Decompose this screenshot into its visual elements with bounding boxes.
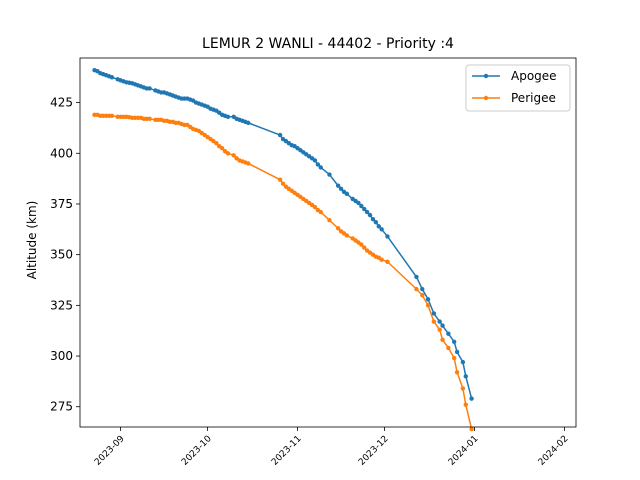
data-point [318, 165, 323, 170]
data-point [277, 177, 283, 182]
data-point [460, 386, 466, 391]
data-point [460, 359, 466, 365]
data-point [214, 140, 219, 146]
x-tick-label: 2023-11 [270, 434, 304, 468]
plot-background [80, 58, 576, 427]
data-point [356, 200, 361, 206]
data-point [425, 297, 431, 302]
data-point [315, 162, 321, 167]
data-point [246, 120, 251, 126]
data-point [469, 426, 474, 432]
y-tick-label: 350 [50, 248, 73, 262]
legend: Apogee Perigee [465, 64, 571, 112]
data-point [147, 86, 152, 91]
plot-area [80, 58, 576, 427]
y-tick-label: 300 [50, 349, 73, 363]
y-tick-label: 325 [50, 298, 73, 312]
data-point [437, 319, 442, 324]
data-point [219, 146, 225, 151]
data-point [344, 233, 350, 238]
data-point [109, 113, 115, 118]
data-point [463, 374, 468, 379]
data-point [362, 206, 367, 212]
axes-frame [79, 57, 577, 428]
series-layer [92, 67, 474, 432]
data-point [359, 203, 364, 209]
data-point [335, 183, 341, 188]
data-point [367, 212, 373, 218]
y-axis-label: Altitude (km) [25, 201, 39, 280]
x-tick-label: 2023-09 [93, 434, 127, 468]
series-apogee [92, 67, 474, 401]
x-tick-label: 2023-10 [180, 434, 214, 468]
legend-label-apogee: Apogee [511, 69, 557, 83]
y-tick-label: 375 [50, 197, 73, 211]
x-tick-label: 2024-01 [447, 434, 481, 468]
data-point [385, 259, 390, 264]
data-point [420, 293, 425, 298]
data-point [225, 151, 231, 156]
data-point [318, 209, 323, 215]
data-point [231, 153, 236, 158]
data-point [437, 327, 442, 332]
data-point [446, 331, 451, 336]
data-point [373, 220, 379, 225]
data-point [338, 186, 344, 191]
data-point [379, 227, 384, 232]
data-point [451, 355, 457, 361]
data-point [280, 181, 286, 186]
data-point [379, 257, 384, 262]
data-point [425, 303, 431, 308]
y-tick-label: 425 [50, 96, 73, 110]
data-point [451, 339, 457, 345]
legend-marker [483, 95, 489, 101]
data-point [362, 245, 367, 250]
data-point [344, 191, 350, 197]
x-tick-label: 2023-12 [357, 434, 391, 468]
data-point [109, 75, 115, 80]
data-point [385, 234, 390, 239]
data-point [370, 216, 376, 222]
data-point [431, 311, 437, 316]
y-tick-label: 275 [50, 400, 73, 414]
data-point [469, 396, 474, 401]
data-point [463, 402, 468, 407]
data-point [420, 286, 425, 292]
data-point [414, 286, 419, 292]
data-point [327, 218, 332, 223]
data-point [246, 161, 251, 166]
data-point [359, 242, 364, 247]
data-point [327, 172, 332, 177]
data-point [335, 226, 341, 231]
data-point [147, 116, 152, 122]
y-tick-label: 400 [50, 146, 73, 160]
data-point [277, 132, 283, 138]
x-tick-label: 2024-02 [537, 434, 571, 468]
data-point [364, 209, 370, 215]
data-point [440, 337, 445, 343]
data-point [312, 204, 318, 210]
data-point [312, 158, 318, 163]
chart-title: LEMUR 2 WANLI - 44402 - Priority :4 [202, 36, 454, 52]
data-point [414, 274, 419, 280]
series-perigee [92, 112, 474, 432]
data-point [446, 345, 451, 351]
data-point [440, 323, 445, 328]
legend-label-perigee: Perigee [511, 91, 556, 105]
data-point [454, 370, 460, 375]
legend-marker [483, 73, 489, 79]
data-point [225, 114, 231, 120]
data-point [454, 349, 460, 355]
data-point [431, 319, 437, 324]
data-point [376, 224, 381, 229]
